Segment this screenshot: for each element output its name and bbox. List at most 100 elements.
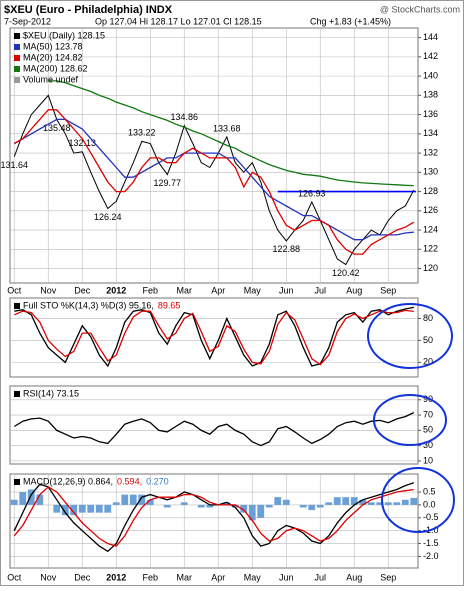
data-label: 134.86 (170, 112, 198, 122)
data-label: 129.77 (153, 178, 181, 188)
histogram-bar (87, 504, 95, 513)
x-tick-label: 2012 (106, 285, 126, 295)
legend-swatch (14, 77, 20, 83)
legend-swatch (14, 66, 20, 72)
histogram-bar (180, 502, 188, 505)
histogram-bar (282, 499, 290, 505)
y-tick-label: 124 (423, 224, 438, 234)
histogram-bar (384, 502, 392, 505)
x-tick-label: Mar (177, 572, 193, 582)
x-tick-label: Feb (142, 572, 158, 582)
change: Chg +1.83 (+1.45%) (310, 16, 391, 26)
histogram-bar (299, 504, 307, 508)
y-tick-label: 122 (423, 244, 438, 254)
histogram-bar (163, 504, 171, 508)
source: @ StockCharts.com (380, 4, 460, 14)
quote: Op 127.04 Hi 128.17 Lo 127.01 Cl 128.15 (95, 16, 262, 26)
histogram-bar (342, 497, 350, 505)
legend-swatch (14, 391, 20, 397)
y-tick-label: 128 (423, 186, 438, 196)
x-tick-label: Mar (177, 285, 193, 295)
x-tick-label: Jul (314, 285, 326, 295)
line-series (13, 109, 415, 255)
line-series (48, 80, 414, 187)
y-tick-label: 134 (423, 128, 438, 138)
legend-swatch (14, 479, 20, 485)
legend-swatch (14, 303, 20, 309)
y-tick-label: 0.5 (423, 486, 436, 496)
y-tick-label: 120 (423, 263, 438, 273)
histogram-bar (325, 502, 333, 505)
x-tick-label: Nov (40, 285, 57, 295)
x-tick-label: Jun (279, 572, 294, 582)
y-tick-label: 144 (423, 32, 438, 42)
x-tick-label: Sep (380, 285, 396, 295)
x-tick-label: Dec (74, 285, 91, 295)
y-tick-label: 30 (423, 440, 433, 450)
histogram-bar (36, 494, 44, 505)
y-tick-label: 80 (423, 313, 433, 323)
histogram-bar (359, 499, 367, 505)
histogram-bar (112, 502, 120, 505)
histogram-bar (367, 502, 375, 505)
x-tick-label: Dec (74, 572, 91, 582)
highlight-ellipse (373, 394, 447, 446)
histogram-bar (410, 497, 418, 505)
data-label: 126.24 (94, 212, 122, 222)
date: 7-Sep-2012 (4, 16, 51, 26)
histogram-bar (197, 504, 205, 508)
histogram-bar (70, 504, 78, 516)
y-tick-label: 136 (423, 109, 438, 119)
histogram-bar (129, 494, 137, 505)
legend-label: $XEU (Daily) 128.15 (23, 30, 105, 40)
histogram-bar (265, 504, 273, 508)
histogram-bar (248, 504, 256, 521)
data-label: 133.22 (128, 128, 156, 138)
histogram-bar (95, 504, 103, 513)
histogram-bar (61, 504, 69, 516)
x-tick-label: Jul (314, 572, 326, 582)
histogram-bar (231, 504, 239, 508)
x-tick-label: 2012 (106, 572, 126, 582)
line-series (13, 412, 415, 447)
y-tick-label: 70 (423, 409, 433, 419)
data-label: 126.93 (298, 188, 326, 198)
y-tick-label: 140 (423, 70, 438, 80)
line-series (13, 486, 414, 547)
y-tick-label: 126 (423, 205, 438, 215)
y-tick-label: 50 (423, 335, 433, 345)
legend-swatch (14, 55, 20, 61)
data-label: 135.48 (43, 123, 71, 133)
y-tick-label: 0.0 (423, 499, 436, 509)
panel (9, 385, 419, 465)
data-label: 122.88 (272, 244, 300, 254)
histogram-bar (223, 502, 231, 505)
x-tick-label: Apr (211, 285, 225, 295)
legend-label: MACD(12,26,9) 0.864, (23, 476, 113, 486)
line-series (14, 309, 414, 366)
histogram-bar (206, 504, 214, 508)
x-tick-label: Oct (7, 285, 22, 295)
legend-label: 0.594, (117, 476, 142, 486)
histogram-bar (27, 489, 35, 505)
histogram-bar (308, 504, 316, 511)
data-label: 133.68 (213, 123, 241, 133)
panel (9, 27, 419, 284)
histogram-bar (240, 504, 248, 513)
x-tick-label: Feb (142, 285, 158, 295)
highlight-ellipse (381, 467, 455, 533)
y-tick-label: -1.5 (423, 538, 439, 548)
x-tick-label: Nov (40, 572, 57, 582)
y-tick-label: 20 (423, 357, 433, 367)
x-tick-label: May (244, 285, 262, 295)
legend-label: 0.270 (146, 476, 169, 486)
y-tick-label: -0.5 (423, 512, 439, 522)
data-label: 132.13 (68, 138, 96, 148)
y-tick-label: -2.0 (423, 551, 439, 561)
x-tick-label: Jun (279, 285, 294, 295)
y-tick-label: 50 (423, 425, 433, 435)
y-tick-label: 10 (423, 455, 433, 465)
y-tick-label: 142 (423, 51, 438, 61)
panel (9, 297, 419, 378)
